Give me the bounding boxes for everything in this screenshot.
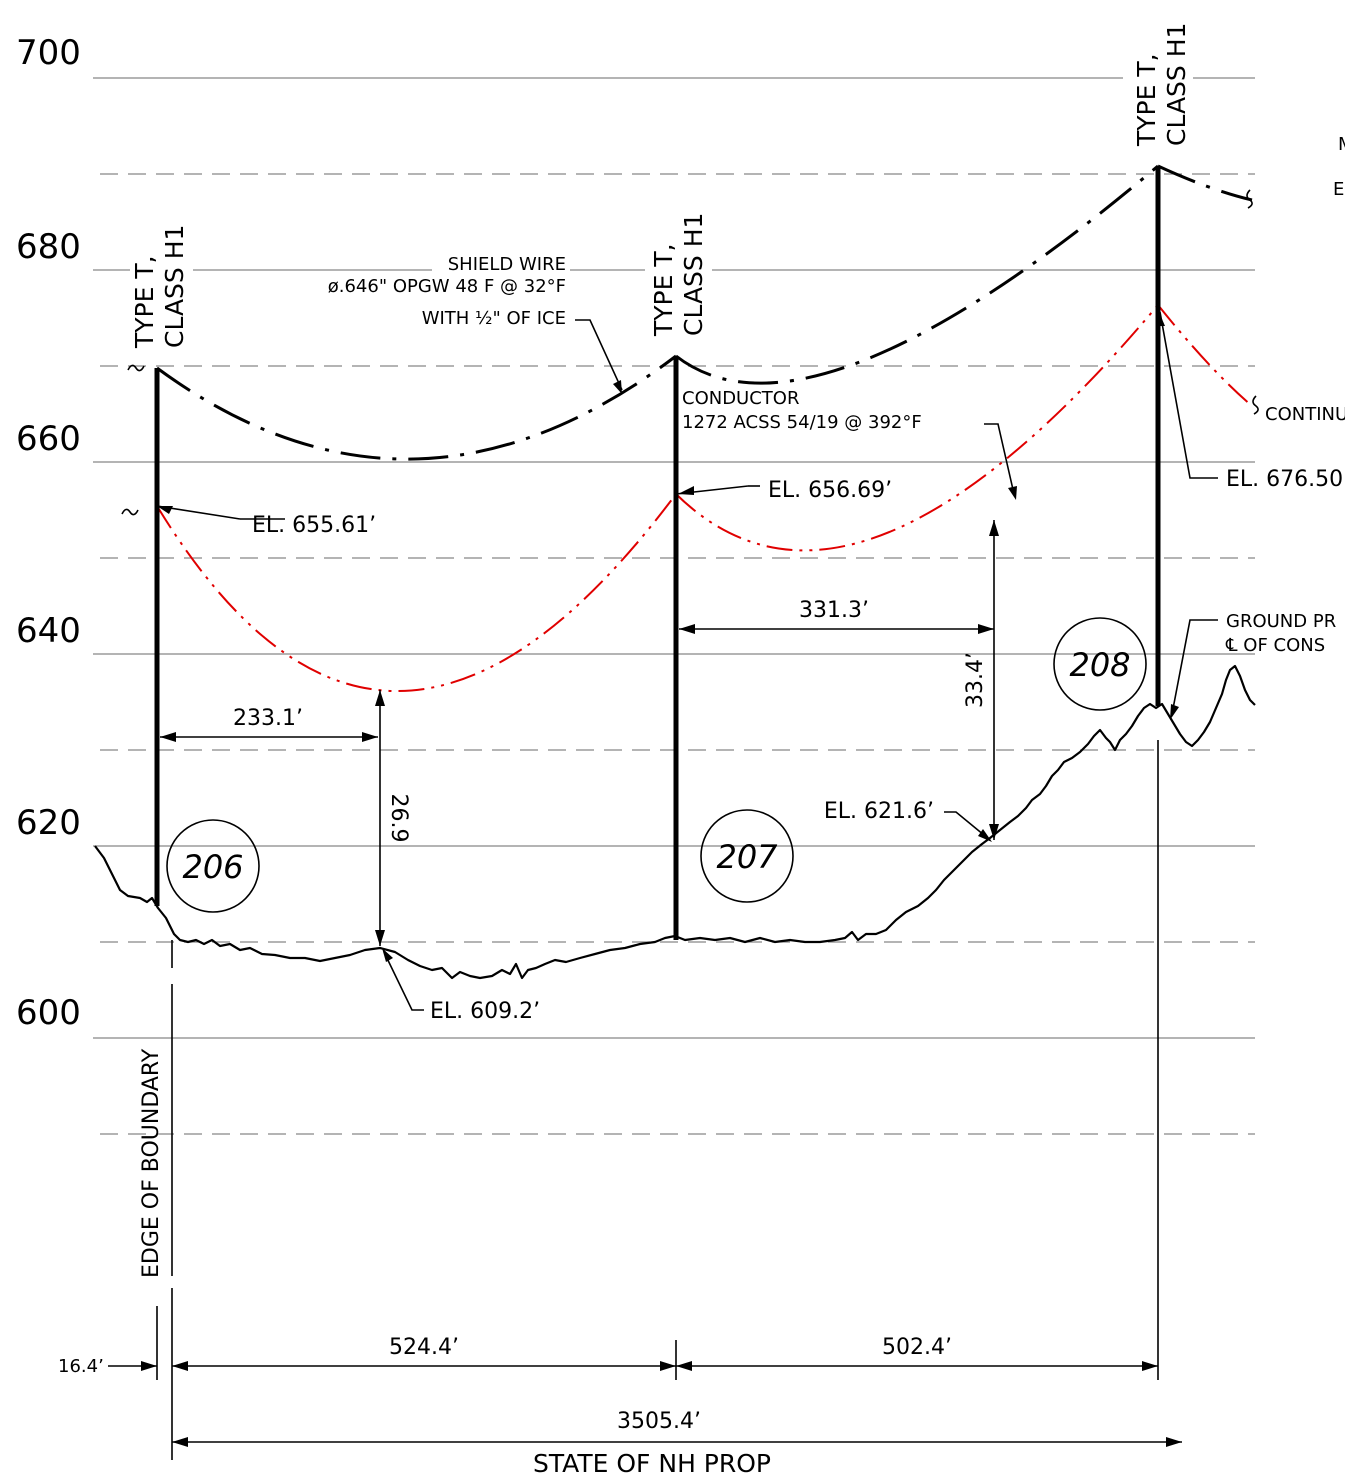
structure-number-bubble-206	[166, 819, 260, 913]
structure-208: 208 TYPE T, CLASS H1	[1053, 23, 1191, 711]
structure-206: 206 TYPE T, CLASS H1	[121, 225, 260, 913]
construction-centerline-note: ℄ OF CONS	[1225, 635, 1325, 656]
elevation-label-660: 660	[16, 419, 81, 459]
attachment-callouts: EL. 655.61’ EL. 656.69’ EL. 676.50’	[156, 311, 1345, 538]
structure-number-bubble-207	[700, 809, 794, 903]
shield-wire-spec: ø.646" OPGW 48 F @ 32°F	[328, 276, 566, 297]
boundary: EDGE OF BOUNDARY	[139, 940, 173, 1460]
ground-profile	[94, 664, 1256, 980]
state-property-label: STATE OF NH PROP	[533, 1449, 771, 1478]
break-symbol-206b	[121, 508, 139, 516]
conductor	[156, 304, 1253, 692]
conductor-spec: 1272 ACSS 54/19 @ 392°F	[682, 412, 922, 433]
total-dimension: 3505.4’	[617, 1409, 701, 1434]
shield-wire-span-207-208	[675, 164, 1159, 385]
edge-of-boundary-label: EDGE OF BOUNDARY	[139, 1048, 164, 1278]
conductor-title: CONDUCTOR	[682, 388, 799, 409]
right-notes: CONTINU GROUND PR ℄ OF CONS M E	[1170, 134, 1345, 720]
shield-wire-title: SHIELD WIRE	[448, 254, 566, 275]
span-dimensions: 16.4’ 524.4’ 502.4’ 3505.4’ STATE OF NH …	[58, 740, 1182, 1478]
structure-type-208: TYPE T,	[1132, 53, 1161, 147]
elevation-label-620: 620	[16, 803, 81, 843]
elevation-callout-206: EL. 655.61’	[252, 513, 376, 538]
structure-number-206: 206	[182, 848, 243, 886]
cut-note-m: M	[1338, 134, 1345, 155]
elevation-label-700: 700	[16, 33, 81, 73]
shield-wire-span-206-207	[156, 354, 677, 461]
structure-class-207: CLASS H1	[679, 213, 708, 336]
structure-type-207: TYPE T,	[649, 243, 678, 337]
structure-number-208: 208	[1069, 646, 1130, 684]
ground-elevation-207-208: EL. 621.6’	[824, 799, 934, 824]
clearance-206-207: 233.1’ 26.9 EL. 609.2’	[160, 690, 540, 1024]
ground-profile-note: GROUND PR	[1226, 611, 1336, 632]
span-dimension-206-207: 524.4’	[389, 1335, 459, 1360]
elevation-callout-208: EL. 676.50’	[1226, 467, 1345, 492]
elevation-label-680: 680	[16, 227, 81, 267]
shield-wire-ice: WITH ½" OF ICE	[422, 308, 566, 329]
shield-wire-continue	[1157, 164, 1253, 202]
continue-note: CONTINU	[1265, 404, 1345, 425]
structure-class-206: CLASS H1	[160, 225, 189, 348]
span-dimension-207-208: 502.4’	[882, 1335, 952, 1360]
elevation-axis: 700 680 660 640 620 600	[16, 33, 81, 1033]
clearance-horizontal-207-208: 331.3’	[799, 598, 869, 623]
structure-number-207: 207	[716, 838, 778, 876]
offset-dimension: 16.4’	[58, 1356, 104, 1377]
ground-elevation-206-207: EL. 609.2’	[430, 999, 540, 1024]
conductor-label: CONDUCTOR 1272 ACSS 54/19 @ 392°F	[682, 388, 1017, 500]
elevation-callout-207: EL. 656.69’	[768, 478, 892, 503]
elevation-label-600: 600	[16, 993, 81, 1033]
structure-207: 207 TYPE T, CLASS H1	[649, 213, 794, 940]
clearance-vertical-207-208: 33.4’	[963, 652, 988, 708]
structure-type-206: TYPE T,	[130, 255, 159, 349]
break-symbol-206a	[127, 364, 145, 372]
shield-wire-label: SHIELD WIRE ø.646" OPGW 48 F @ 32°F WITH…	[328, 254, 623, 394]
structure-class-208: CLASS H1	[1162, 23, 1191, 146]
shield-wire	[156, 164, 1253, 461]
conductor-continue	[1157, 304, 1253, 407]
structure-number-bubble-208	[1053, 617, 1147, 711]
cut-note-e: E	[1333, 179, 1344, 200]
conductor-span-206-207	[156, 493, 677, 692]
conductor-span-207-208	[675, 304, 1159, 552]
elevation-label-640: 640	[16, 611, 81, 651]
clearance-horizontal-206-207: 233.1’	[233, 706, 303, 731]
clearance-207-208: 331.3’ 33.4’ EL. 621.6’	[679, 520, 999, 842]
clearance-vertical-206-207: 26.9	[386, 794, 411, 843]
